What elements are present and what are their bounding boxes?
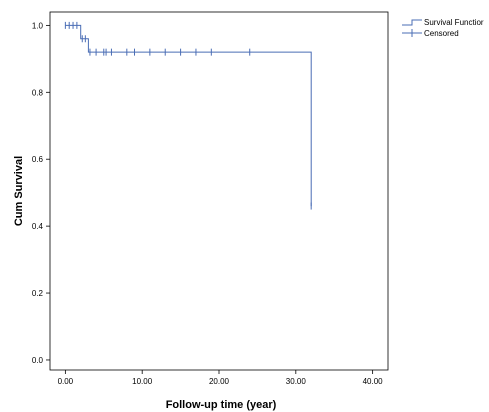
x-tick-label: 20.00: [209, 377, 230, 386]
x-tick-label: 0.00: [58, 377, 74, 386]
x-tick-label: 10.00: [132, 377, 153, 386]
legend: Survival Functior Censored: [402, 18, 484, 38]
x-axis-title: Follow-up time (year): [166, 399, 277, 411]
y-tick-label: 0.2: [32, 289, 44, 298]
legend-censored-swatch: [402, 29, 422, 37]
legend-survival-label: Survival Functior: [424, 18, 484, 27]
y-axis-title: Cum Survival: [13, 156, 25, 226]
plot-frame: [49, 11, 389, 371]
x-tick-label: 30.00: [286, 377, 307, 386]
y-tick-label: 0.8: [32, 88, 44, 97]
y-tick-label: 0.0: [32, 356, 44, 365]
y-tick-label: 0.6: [32, 155, 44, 164]
series-layer: [64, 21, 312, 210]
legend-survival-swatch: [402, 19, 422, 26]
survival-function-line: [65, 24, 312, 207]
y-tick-label: 0.4: [32, 222, 44, 231]
x-tick-label: 40.00: [363, 377, 384, 386]
x-axis: 0.00 10.00 20.00 30.00 40.00: [58, 370, 384, 386]
y-axis: 0.0 0.2 0.4 0.6 0.8 1.0: [32, 21, 50, 365]
y-tick-label: 1.0: [32, 21, 44, 30]
legend-censored-label: Censored: [424, 29, 459, 38]
